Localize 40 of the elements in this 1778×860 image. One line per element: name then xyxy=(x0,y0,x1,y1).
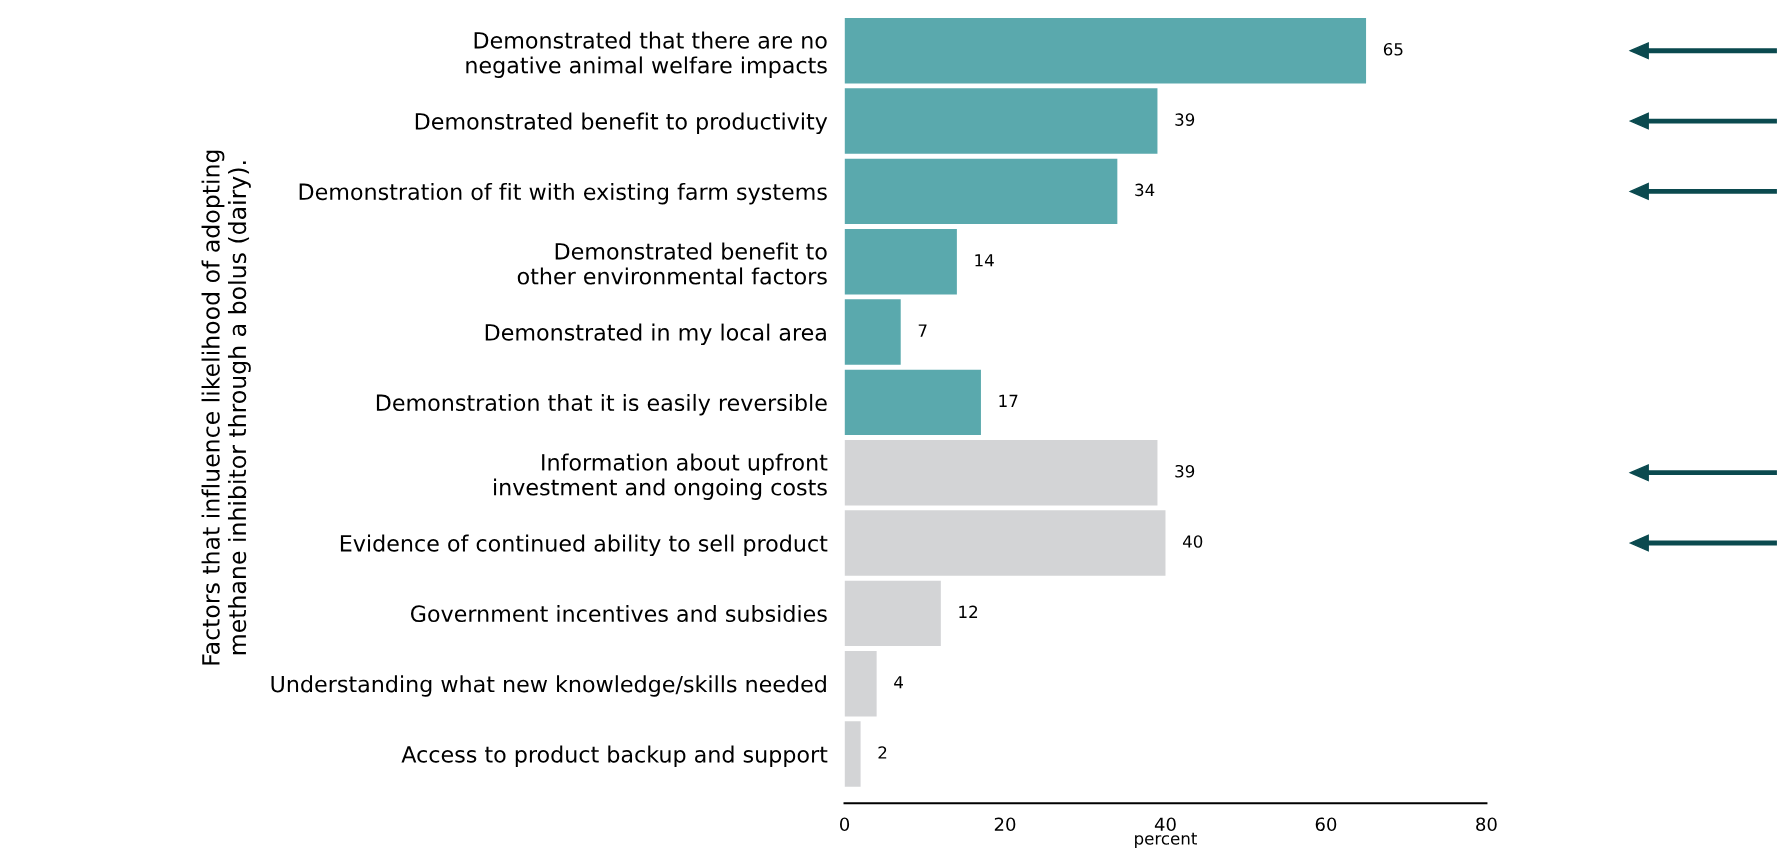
bar xyxy=(844,439,1158,506)
data-label: 12 xyxy=(959,605,978,618)
y-tick-label: Evidence of continued ability to sell product xyxy=(340,534,828,557)
bar xyxy=(844,369,981,436)
y-tick-label: Access to product backup and support xyxy=(401,745,828,768)
bar xyxy=(844,299,901,365)
x-tick-label: 0 xyxy=(840,817,850,832)
bar xyxy=(844,18,1367,84)
bar xyxy=(844,229,957,295)
bar xyxy=(844,721,861,787)
bar xyxy=(844,650,877,717)
y-tick-label: Understanding what new knowledge/skills needed xyxy=(271,675,826,697)
data-label: 39 xyxy=(1175,464,1195,478)
y-tick-label: Demonstrated in my local area xyxy=(485,323,826,346)
bar xyxy=(844,510,1166,576)
y-tick-label: Information about upfront investment and ongoing costs xyxy=(494,453,828,500)
data-label: 14 xyxy=(975,254,994,267)
bar xyxy=(844,158,1118,225)
y-tick-label: Demonstrated benefit to other environmental factors xyxy=(517,242,827,285)
data-label: 17 xyxy=(999,394,1018,407)
y-axis-title: Factors that influence likelihood of adopting methane inhibitor through a bolus (dairy). xyxy=(201,150,251,665)
data-label: 4 xyxy=(894,676,903,689)
bar xyxy=(844,580,941,647)
data-label: 7 xyxy=(918,324,927,337)
x-tick-label: 40 xyxy=(1154,817,1176,832)
x-axis-title: percent xyxy=(1135,832,1197,848)
data-label: 39 xyxy=(1175,113,1195,126)
y-tick-label: Demonstration of fit with existing farm systems xyxy=(299,182,827,205)
data-label: 65 xyxy=(1383,42,1403,56)
bar xyxy=(844,88,1158,154)
data-label: 2 xyxy=(878,746,887,759)
y-tick-label: Demonstrated benefit to productivity xyxy=(415,112,828,135)
y-tick-label: Demonstration that it is easily reversible xyxy=(376,393,827,416)
x-tick-label: 20 xyxy=(994,817,1016,832)
x-tick-label: 60 xyxy=(1315,817,1337,832)
data-label: 34 xyxy=(1135,183,1155,197)
data-label: 40 xyxy=(1182,535,1203,548)
y-tick-label: Demonstrated that there are no negative animal welfare impacts xyxy=(466,31,827,78)
y-tick-label: Government incentives and subsidies xyxy=(410,604,827,623)
x-tick-label: 80 xyxy=(1476,817,1497,832)
